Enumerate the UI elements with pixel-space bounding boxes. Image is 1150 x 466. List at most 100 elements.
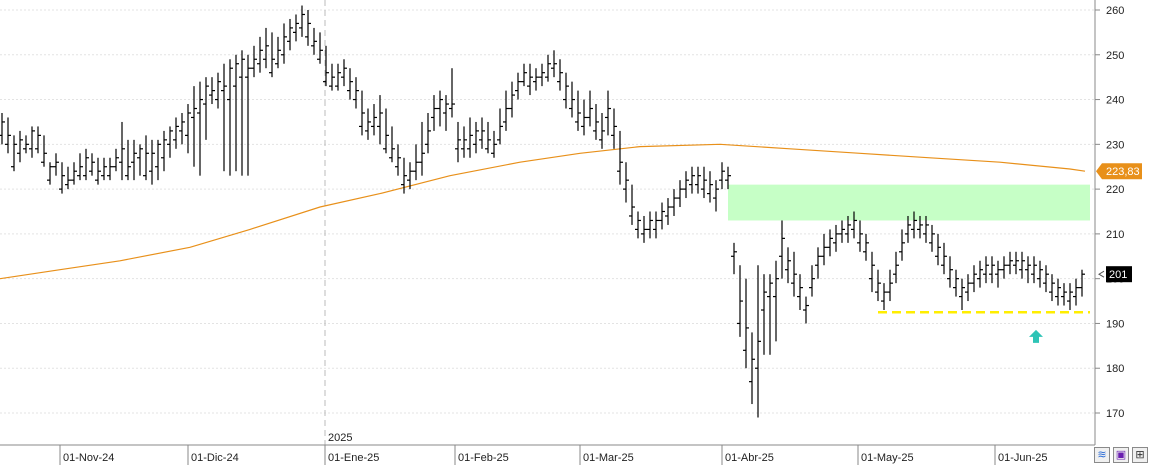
price-bars: [0, 5, 1085, 418]
ohlc-bar: [893, 251, 899, 284]
ohlc-bar: [449, 68, 455, 118]
ohlc-bar: [377, 95, 383, 145]
ohlc-bar: [917, 215, 923, 239]
ohlc-bar: [1055, 278, 1061, 306]
ohlc-bar: [455, 121, 461, 163]
ohlc-bar: [197, 81, 203, 176]
ohlc-bar: [47, 162, 53, 185]
ohlc-bar: [107, 157, 113, 181]
ohlc-bar: [323, 45, 329, 87]
y-tick-label: 180: [1106, 363, 1124, 375]
ohlc-bar: [839, 220, 845, 243]
ohlc-bar: [497, 108, 503, 145]
ohlc-bar: [593, 104, 599, 140]
y-tick-label: 260: [1106, 5, 1124, 17]
ohlc-bar: [899, 229, 905, 261]
x-tick-label: 01-Abr-25: [725, 452, 774, 464]
ohlc-bar: [71, 162, 77, 185]
ohlc-bar: [437, 90, 443, 127]
ohlc-bar: [365, 108, 371, 140]
ohlc-bar: [521, 63, 527, 87]
ohlc-bar: [467, 117, 473, 158]
ohlc-bar: [347, 68, 353, 100]
ohlc-bar: [881, 283, 887, 311]
year-marker-label: 2025: [328, 432, 352, 444]
ohlc-bar: [287, 18, 293, 51]
ohlc-bar: [341, 59, 347, 87]
ohlc-bar: [611, 108, 617, 149]
x-tick-label: 01-Feb-25: [458, 452, 509, 464]
save-icon[interactable]: ▣: [1113, 447, 1129, 463]
ohlc-bar: [311, 27, 317, 55]
ohlc-bar: [203, 77, 209, 140]
ohlc-bar: [137, 144, 143, 176]
ohlc-bar: [767, 274, 773, 355]
ohlc-bar: [689, 166, 695, 194]
ohlc-bar: [929, 224, 935, 252]
ohlc-bar: [443, 95, 449, 131]
ohlc-bar: [251, 45, 257, 78]
ohlc-bar: [737, 265, 743, 337]
ohlc-bar: [479, 117, 485, 149]
moving-average-line: [0, 143, 1086, 280]
ohlc-bar: [65, 166, 71, 190]
settings-icon[interactable]: ⊞: [1132, 447, 1148, 463]
ohlc-bar: [305, 10, 311, 46]
ohlc-bar: [731, 242, 737, 275]
ohlc-bar: [1079, 269, 1085, 297]
ohlc-bar: [557, 59, 563, 91]
x-tick-label: 01-Jun-25: [998, 452, 1048, 464]
ohlc-bar: [845, 215, 851, 243]
ohlc-bar: [293, 14, 299, 42]
ohlc-bar: [695, 166, 701, 194]
ohlc-bar: [389, 126, 395, 163]
ohlc-bar: [623, 162, 629, 203]
ohlc-bar: [371, 104, 377, 136]
ohlc-bar: [983, 256, 989, 284]
ohlc-bar: [149, 139, 155, 185]
ohlc-bar: [761, 274, 767, 355]
ohlc-bar: [53, 153, 59, 176]
ohlc-bar: [953, 269, 959, 297]
ohlc-bar: [533, 68, 539, 91]
y-tick-label: 230: [1106, 139, 1124, 151]
ohlc-bar: [173, 117, 179, 149]
ohlc-bar: [257, 36, 263, 73]
ohlc-bar: [167, 126, 173, 158]
ohlc-bar: [101, 157, 107, 181]
ohlc-bar: [407, 162, 413, 190]
ohlc-bar: [299, 5, 305, 37]
ohlc-bar: [575, 90, 581, 131]
ohlc-bar: [515, 72, 521, 100]
ohlc-bar: [35, 126, 41, 154]
ohlc-bar: [803, 296, 809, 324]
ohlc-bar: [551, 50, 557, 78]
ohlc-bar: [875, 269, 881, 302]
ohlc-bar: [185, 104, 191, 154]
ohlc-bar: [95, 157, 101, 185]
y-tick-label: 170: [1106, 408, 1124, 420]
ohlc-bar: [785, 247, 791, 284]
ohlc-bar: [965, 274, 971, 302]
ohlc-bar: [17, 130, 23, 163]
ohlc-bar: [11, 135, 17, 172]
ohlc-bar: [635, 211, 641, 239]
ohlc-bar: [605, 90, 611, 136]
ohlc-bar: [545, 54, 551, 82]
ohlc-bar: [1031, 256, 1037, 284]
ohlc-bar: [431, 95, 437, 131]
ohlc-bar: [281, 23, 287, 64]
ohlc-bar: [719, 162, 725, 190]
ohlc-bar: [383, 108, 389, 154]
ohlc-bar: [713, 180, 719, 212]
ohlc-bar: [905, 215, 911, 243]
ohlc-bar: [1007, 251, 1013, 275]
ohlc-bar: [161, 130, 167, 172]
last-price-label: 201: [1098, 266, 1132, 283]
autoscale-icon[interactable]: ≋: [1094, 447, 1110, 463]
up-arrow-marker: [1029, 329, 1043, 343]
ohlc-bar: [143, 135, 149, 181]
ohlc-bar: [41, 135, 47, 167]
ohlc-bar: [239, 50, 245, 176]
ohlc-bar: [0, 112, 5, 145]
